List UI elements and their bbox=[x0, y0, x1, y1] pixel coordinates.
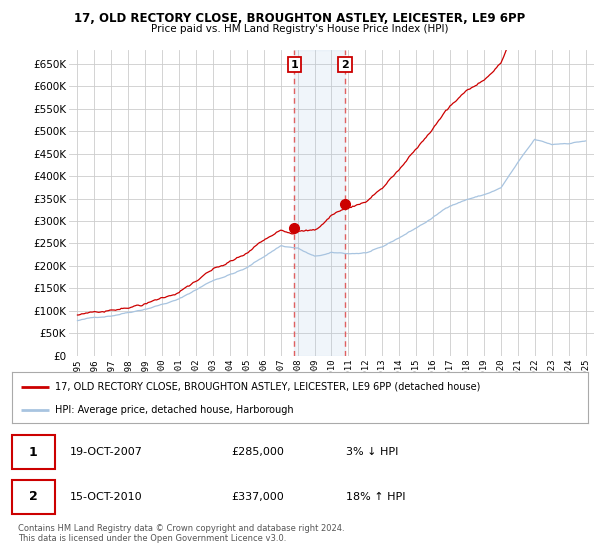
FancyBboxPatch shape bbox=[12, 435, 55, 469]
Text: Price paid vs. HM Land Registry's House Price Index (HPI): Price paid vs. HM Land Registry's House … bbox=[151, 24, 449, 34]
Text: 17, OLD RECTORY CLOSE, BROUGHTON ASTLEY, LEICESTER, LE9 6PP: 17, OLD RECTORY CLOSE, BROUGHTON ASTLEY,… bbox=[74, 12, 526, 25]
FancyBboxPatch shape bbox=[12, 480, 55, 514]
Text: 1: 1 bbox=[290, 59, 298, 69]
Text: 17, OLD RECTORY CLOSE, BROUGHTON ASTLEY, LEICESTER, LE9 6PP (detached house): 17, OLD RECTORY CLOSE, BROUGHTON ASTLEY,… bbox=[55, 381, 481, 391]
Text: 18% ↑ HPI: 18% ↑ HPI bbox=[346, 492, 406, 502]
Text: 15-OCT-2010: 15-OCT-2010 bbox=[70, 492, 142, 502]
Bar bbox=[294, 50, 345, 356]
Text: £285,000: £285,000 bbox=[231, 447, 284, 457]
Text: 3% ↓ HPI: 3% ↓ HPI bbox=[346, 447, 398, 457]
Text: £337,000: £337,000 bbox=[231, 492, 284, 502]
Text: 2: 2 bbox=[29, 491, 38, 503]
Text: 19-OCT-2007: 19-OCT-2007 bbox=[70, 447, 142, 457]
Text: 2: 2 bbox=[341, 59, 349, 69]
Text: Contains HM Land Registry data © Crown copyright and database right 2024.
This d: Contains HM Land Registry data © Crown c… bbox=[18, 524, 344, 543]
Text: 1: 1 bbox=[29, 446, 38, 459]
Text: HPI: Average price, detached house, Harborough: HPI: Average price, detached house, Harb… bbox=[55, 405, 294, 415]
